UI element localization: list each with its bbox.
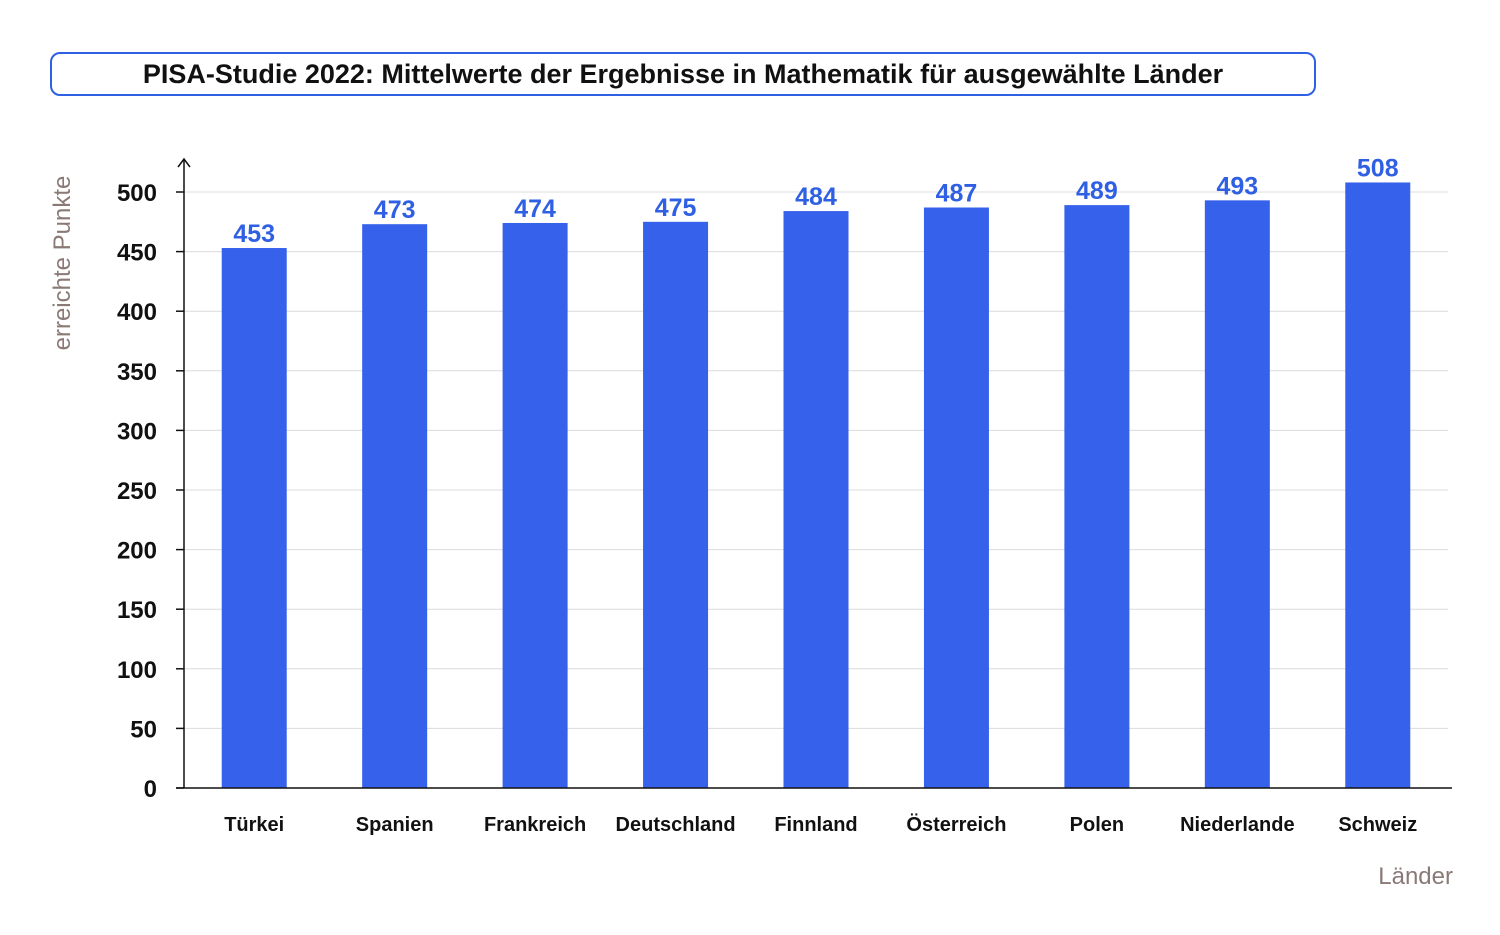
data-labels: 453 473 474 475 484 487 489 493 508: [233, 154, 1398, 248]
x-tick-label: Spanien: [356, 814, 434, 836]
x-tick-label: Niederlande: [1180, 814, 1294, 836]
y-tick-label: 450: [117, 240, 157, 267]
y-axis-arrow: [177, 157, 191, 168]
y-tick-label: 350: [117, 359, 157, 386]
data-label: 493: [1216, 172, 1258, 200]
y-tick-labels: 0 50 100 150 200 250 300 350 400 450 500: [117, 180, 184, 803]
y-tick-label: 300: [117, 418, 157, 445]
bar: [783, 211, 849, 788]
x-tick-label: Finnland: [774, 814, 857, 836]
y-tick-label: 150: [117, 597, 157, 624]
data-label: 473: [374, 196, 416, 224]
bar: [643, 221, 709, 789]
data-label: 453: [233, 220, 275, 248]
y-tick-label: 500: [117, 180, 157, 207]
bar: [221, 248, 287, 789]
bar: [923, 207, 989, 789]
bar: [502, 222, 568, 788]
x-tick-label: Österreich: [906, 813, 1006, 836]
y-tick-label: 250: [117, 478, 157, 505]
chart-title: PISA-Studie 2022: Mittelwerte der Ergebn…: [50, 52, 1316, 96]
x-tick-label: Schweiz: [1338, 814, 1417, 836]
data-label: 489: [1076, 177, 1118, 205]
data-label: 474: [514, 195, 556, 223]
data-label: 508: [1357, 154, 1399, 182]
y-tick-label: 50: [130, 716, 157, 743]
y-tick-label: 200: [117, 538, 157, 565]
x-tick-labels: Türkei Spanien Frankreich Deutschland Finnla…: [224, 813, 1417, 836]
bar: [1064, 205, 1130, 788]
bar: [1345, 182, 1411, 789]
data-label: 487: [936, 179, 978, 207]
bar: [1204, 200, 1270, 788]
x-tick-label: Türkei: [224, 814, 284, 836]
x-tick-label: Polen: [1070, 814, 1124, 836]
y-tick-label: 0: [144, 776, 157, 803]
y-tick-label: 400: [117, 299, 157, 326]
x-tick-label: Frankreich: [484, 814, 586, 836]
data-label: 484: [795, 183, 837, 211]
x-axis-label: Länder: [1378, 863, 1453, 890]
x-tick-label: Deutschland: [616, 814, 736, 836]
y-axis-label: erreichte Punkte: [49, 176, 76, 351]
bar: [362, 224, 428, 788]
bars: [221, 182, 1411, 789]
data-label: 475: [655, 194, 697, 222]
y-tick-label: 100: [117, 657, 157, 684]
